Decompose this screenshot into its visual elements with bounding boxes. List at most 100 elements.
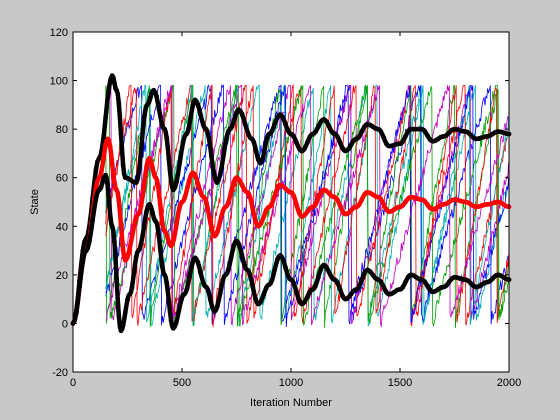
series-point: [153, 219, 159, 224]
series-point: [163, 230, 169, 236]
series-point: [215, 229, 220, 235]
series-point: [209, 227, 215, 233]
series-point: [187, 174, 193, 180]
series-point: [264, 135, 270, 141]
series-point: [156, 107, 162, 113]
series-point: [288, 189, 294, 195]
series-point: [239, 253, 245, 258]
series-point: [116, 100, 122, 106]
series-point: [109, 223, 115, 229]
series-point: [272, 193, 277, 199]
series-point: [280, 256, 286, 262]
series-point: [139, 141, 145, 147]
series-point: [403, 279, 408, 285]
series-point: [179, 199, 185, 205]
series-point: [217, 172, 223, 178]
series-point: [153, 175, 159, 181]
series-point: [294, 289, 299, 295]
series-point: [112, 80, 117, 86]
series-point: [275, 185, 280, 191]
series-point: [250, 284, 256, 290]
series-point: [296, 298, 302, 303]
series-point: [228, 255, 234, 261]
series-point: [283, 121, 288, 127]
series-point: [305, 140, 310, 145]
series-point: [162, 272, 168, 278]
series-point: [250, 206, 256, 212]
series-point: [118, 222, 124, 228]
series-point: [120, 247, 126, 253]
series-point: [144, 164, 150, 169]
series-point: [109, 162, 115, 167]
series-point: [446, 279, 452, 285]
series-point: [146, 100, 152, 106]
series-point: [269, 128, 275, 134]
series-point: [118, 131, 124, 137]
series-point: [262, 146, 268, 152]
y-tick-label: 120: [50, 27, 68, 39]
y-axis-ticks: -20 0 20 40 60 80 100 120: [50, 27, 509, 379]
series-point: [246, 132, 251, 138]
series-point: [138, 203, 144, 209]
series-point: [318, 266, 324, 272]
series-point: [118, 328, 124, 334]
series-point: [211, 172, 217, 178]
series-point: [291, 134, 297, 139]
series-point: [231, 117, 237, 122]
series-point: [165, 236, 171, 241]
series-point: [212, 308, 218, 314]
series-point: [98, 185, 104, 191]
series-point: [378, 129, 384, 135]
series-point: [150, 210, 156, 216]
series-point: [131, 270, 137, 275]
series-point: [239, 111, 245, 117]
series-point: [326, 270, 332, 275]
series-point: [212, 233, 218, 239]
series-point: [198, 270, 203, 275]
series-point: [370, 272, 376, 278]
series-point: [217, 219, 223, 224]
series-layer: [70, 73, 512, 334]
series-point: [155, 183, 161, 188]
series-point: [348, 142, 354, 148]
series-point: [80, 258, 86, 264]
series-point: [120, 162, 126, 168]
series-point: [269, 277, 275, 283]
y-axis-label: State: [29, 189, 41, 215]
y-tick-label: 60: [56, 173, 68, 185]
series-point: [266, 204, 272, 210]
series-point: [106, 198, 112, 204]
series-point: [209, 153, 214, 159]
series-point: [400, 284, 406, 290]
series-point: [148, 95, 153, 100]
series-point: [201, 194, 207, 200]
y-tick-label: 0: [62, 318, 68, 330]
series-point: [337, 287, 343, 292]
series-point: [422, 128, 427, 134]
series-point: [245, 267, 250, 273]
series-point: [96, 175, 102, 181]
series-point: [315, 124, 321, 130]
series-point: [176, 206, 182, 211]
series-point: [168, 178, 174, 184]
series-point: [294, 202, 299, 207]
series-point: [315, 196, 321, 201]
series-point: [221, 153, 226, 159]
series-point: [73, 310, 79, 316]
series-point: [296, 210, 302, 216]
series-point: [337, 140, 343, 145]
series-point: [326, 124, 332, 130]
series-point: [224, 134, 230, 140]
series-point: [93, 167, 99, 173]
series-point: [107, 143, 113, 149]
series-point: [206, 134, 212, 140]
x-tick-label: 1500: [388, 377, 412, 389]
series-point: [132, 218, 138, 224]
series-point: [272, 121, 277, 127]
series-point: [236, 242, 242, 248]
series-point: [185, 185, 190, 190]
series-point: [203, 284, 209, 290]
series-point: [133, 180, 139, 186]
noise-trace: [105, 84, 509, 328]
series-point: [422, 198, 427, 204]
